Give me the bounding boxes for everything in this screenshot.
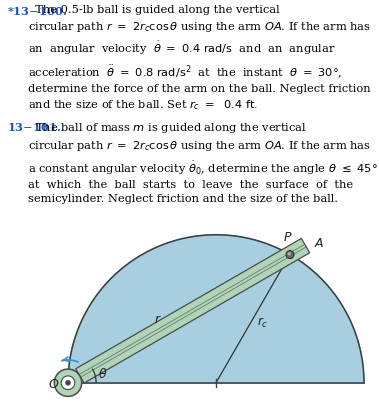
Circle shape [61, 376, 75, 390]
Text: $A$: $A$ [313, 237, 324, 250]
Circle shape [54, 369, 82, 397]
Polygon shape [68, 235, 364, 383]
Circle shape [66, 380, 70, 385]
Text: The 0.5-lb ball is guided along the vertical
circular path $r\ =\ 2r_c\cos\theta: The 0.5-lb ball is guided along the vert… [28, 5, 371, 112]
Text: The ball of mass $m$ is guided along the vertical
circular path $r\ =\ 2r_c\cos\: The ball of mass $m$ is guided along the… [28, 121, 378, 204]
Polygon shape [76, 238, 310, 383]
Text: *13$-$100.: *13$-$100. [7, 5, 67, 17]
Text: $\theta$: $\theta$ [98, 367, 108, 381]
Text: $r_c$: $r_c$ [257, 316, 269, 330]
Circle shape [286, 251, 294, 259]
Text: 13$-$101.: 13$-$101. [7, 121, 61, 133]
Text: $r$: $r$ [153, 313, 161, 326]
Text: $O$: $O$ [49, 378, 60, 391]
Text: $P$: $P$ [283, 231, 293, 244]
Circle shape [287, 252, 291, 256]
